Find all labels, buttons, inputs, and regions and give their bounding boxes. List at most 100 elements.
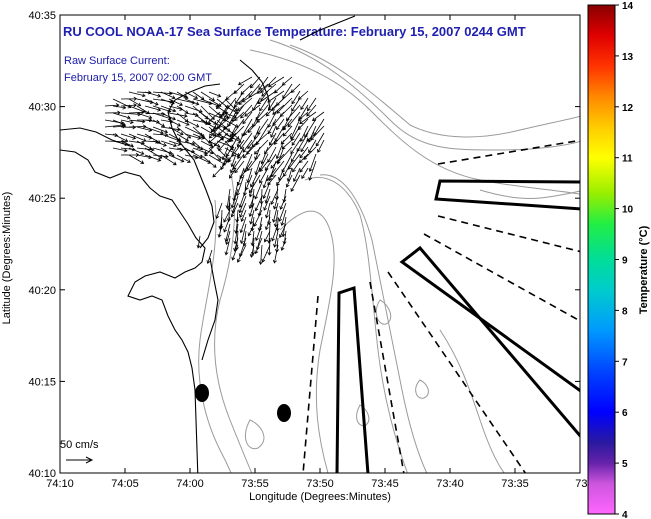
current-vector	[192, 105, 209, 120]
current-vector	[144, 112, 166, 117]
current-vector	[261, 83, 277, 97]
current-vector	[225, 230, 231, 246]
current-vector	[241, 90, 261, 103]
current-vector	[249, 209, 255, 225]
current-vector	[160, 112, 176, 121]
current-vector	[168, 119, 181, 127]
current-vector	[238, 195, 247, 214]
current-vector	[267, 146, 277, 163]
x-tick-label: 73:40	[436, 478, 464, 490]
current-vector	[223, 216, 231, 233]
current-vector	[270, 125, 277, 138]
scale-vector-arrow	[66, 456, 94, 464]
current-vector	[238, 188, 247, 209]
current-vector	[240, 132, 253, 150]
current-vector	[297, 90, 309, 100]
current-vector	[273, 209, 279, 228]
current-vector	[120, 140, 134, 148]
current-vector	[291, 132, 301, 146]
current-vector	[136, 118, 153, 123]
current-vector	[128, 110, 145, 115]
current-vector	[152, 140, 167, 147]
current-vector	[120, 103, 138, 108]
current-vector	[272, 244, 279, 264]
current-vector	[168, 154, 185, 163]
current-vector	[152, 154, 169, 159]
current-vector	[300, 139, 309, 153]
current-vector	[253, 139, 269, 155]
current-vector	[128, 147, 145, 155]
current-vector	[176, 105, 189, 114]
current-vector	[290, 139, 301, 155]
current-vector	[240, 209, 247, 223]
colorbar-tick-label: 7	[622, 357, 628, 368]
station-marker	[195, 384, 209, 402]
current-vector	[152, 126, 169, 134]
current-vector	[224, 98, 238, 112]
current-vector	[259, 160, 269, 173]
current-vector	[168, 140, 182, 146]
current-vector	[215, 202, 223, 219]
current-vector	[243, 146, 253, 159]
dashed-sector-lines	[302, 139, 580, 473]
annotation-line-1: Raw Surface Current:	[64, 55, 170, 67]
current-vector	[301, 167, 309, 180]
current-vector	[206, 249, 213, 265]
map-title: RU COOL NOAA-17 Sea Surface Temperature:…	[63, 24, 526, 39]
y-tick-label: 40:35	[28, 10, 56, 22]
current-vector	[136, 147, 155, 152]
current-vector	[315, 132, 325, 147]
current-vector	[292, 160, 301, 173]
current-vector	[264, 202, 271, 219]
current-vector	[176, 133, 190, 142]
current-vector	[293, 167, 301, 182]
current-vector	[308, 139, 317, 154]
station-marker	[277, 404, 291, 422]
current-vector	[306, 132, 317, 142]
current-vector	[235, 90, 245, 105]
current-vector	[230, 153, 237, 168]
current-vector	[247, 223, 255, 237]
current-vector	[248, 181, 255, 198]
current-vector	[259, 97, 269, 112]
current-vector	[244, 104, 261, 117]
current-vector	[276, 146, 293, 164]
current-vector	[184, 91, 199, 99]
current-vector	[299, 111, 317, 125]
colorbar-tick-label: 8	[622, 306, 628, 317]
current-vector	[208, 91, 222, 98]
current-vector	[230, 160, 237, 174]
current-vector	[152, 105, 172, 113]
current-vector	[298, 153, 309, 164]
current-vector	[267, 90, 285, 103]
colorbar-label: Temperature (°C)	[638, 225, 650, 314]
current-vector	[176, 154, 191, 163]
current-vector	[160, 91, 176, 100]
current-vector	[144, 154, 162, 162]
current-vector	[300, 97, 309, 111]
current-vector	[204, 139, 221, 157]
current-vector	[258, 244, 263, 266]
current-vector	[219, 104, 229, 119]
current-vector	[168, 98, 183, 106]
current-vector	[184, 98, 200, 106]
current-vector	[280, 237, 287, 251]
current-vector	[290, 118, 301, 140]
current-vector	[238, 237, 247, 258]
current-vector	[257, 118, 269, 135]
y-tick-label: 40:15	[28, 376, 56, 388]
current-vector	[267, 111, 277, 128]
current-vector	[136, 90, 152, 95]
x-tick-label: 74:00	[176, 478, 204, 490]
current-vector	[250, 216, 255, 232]
current-vector	[152, 119, 166, 127]
colorbar-tick-label: 10	[622, 205, 634, 216]
current-vector	[264, 216, 271, 231]
current-vector	[112, 147, 128, 153]
current-vector	[272, 202, 279, 223]
current-vector	[112, 112, 131, 120]
current-vector	[128, 133, 147, 142]
x-tick-label: 74:05	[111, 478, 139, 490]
current-vector	[230, 188, 239, 209]
current-vector	[270, 188, 279, 205]
